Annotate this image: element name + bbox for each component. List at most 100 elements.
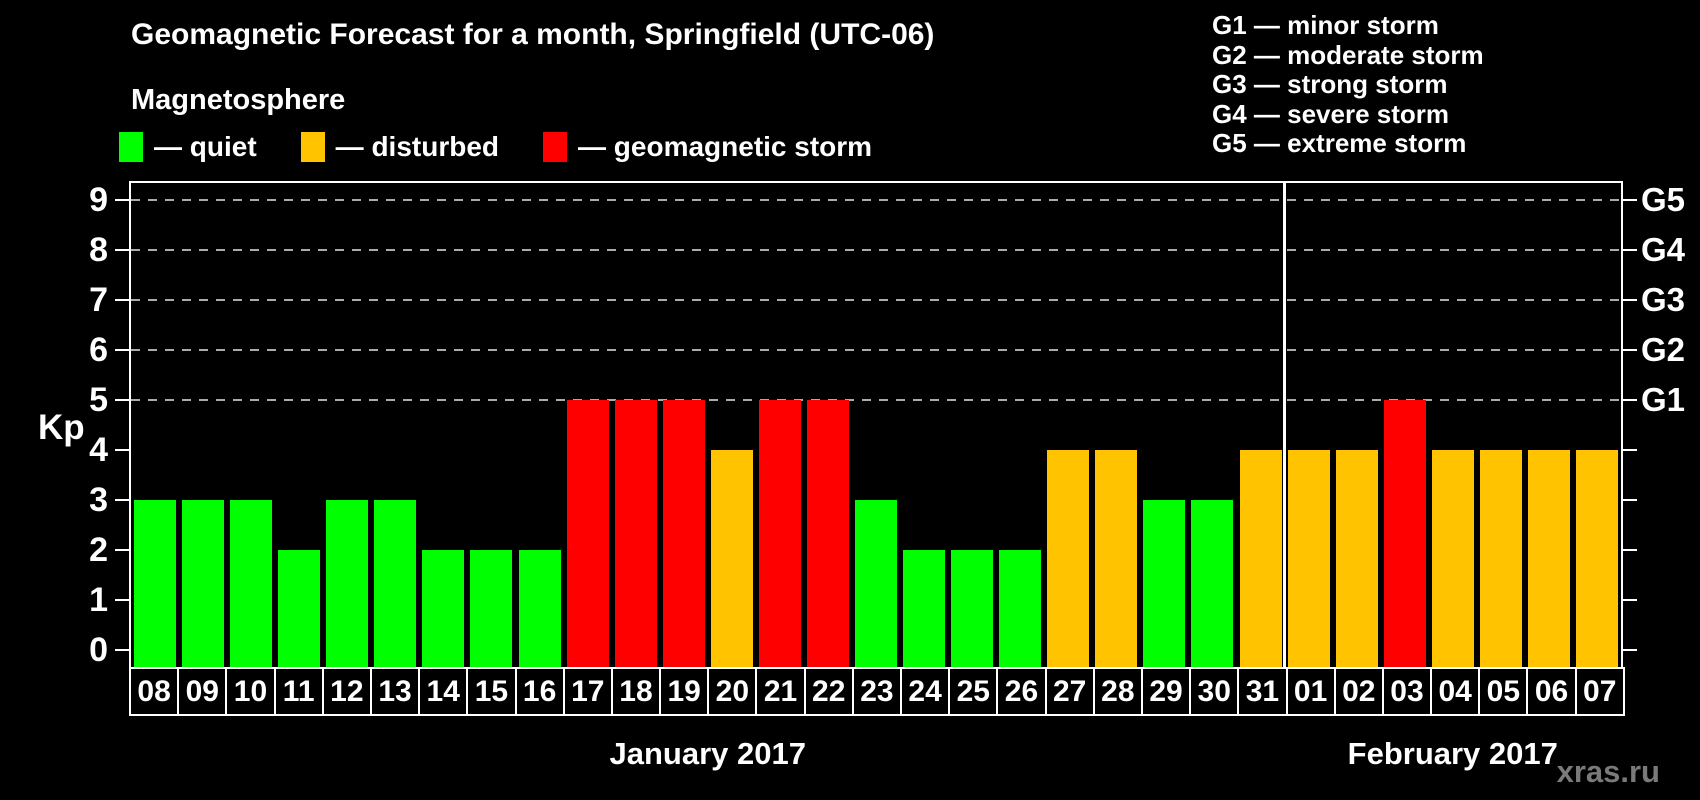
date-label: 30: [1197, 674, 1231, 708]
date-label: 06: [1534, 674, 1569, 708]
date-label: 24: [908, 674, 942, 708]
y-tick-label-6: 6: [89, 331, 108, 369]
date-label: 26: [1004, 674, 1039, 708]
date-label: 23: [860, 674, 894, 708]
left-tick-8: [115, 249, 129, 251]
kp-bar-08: [134, 500, 177, 667]
y-axis-label: Kp: [38, 408, 85, 447]
kp-bar-19: [662, 400, 705, 667]
date-label: 22: [812, 674, 846, 708]
gridline-kp8: [131, 249, 1621, 251]
right-axis-label-G2: G2: [1641, 331, 1686, 368]
date-label: 25: [956, 674, 990, 708]
date-cell-17: 17: [565, 669, 613, 714]
date-label: 05: [1486, 674, 1521, 708]
gridline-kp7: [131, 299, 1621, 301]
y-tick-label-4: 4: [89, 431, 108, 469]
legend-item-storm: — geomagnetic storm: [543, 131, 872, 163]
date-label: 28: [1101, 674, 1135, 708]
right-axis-label-G5: G5: [1641, 181, 1686, 218]
date-cell-07: 07: [1577, 669, 1623, 714]
kp-bar-23: [855, 500, 897, 667]
y-tick-label-3: 3: [89, 481, 108, 519]
date-cell-28: 28: [1095, 669, 1143, 714]
date-cell-22: 22: [806, 669, 854, 714]
date-label: 01: [1293, 674, 1328, 708]
kp-bar-24: [903, 550, 946, 667]
date-cell-30: 30: [1191, 669, 1240, 714]
kp-bar-26: [999, 550, 1042, 667]
right-tick-0: [1623, 649, 1637, 651]
date-label: 11: [282, 674, 315, 708]
date-label: 03: [1390, 674, 1424, 708]
kp-bar-17: [566, 400, 609, 667]
right-tick-9: [1623, 199, 1637, 201]
date-label: 17: [571, 674, 605, 708]
storm-scale-legend: G1 — minor storm G2 — moderate storm G3 — …: [1212, 10, 1484, 159]
kp-bar-29: [1143, 500, 1186, 667]
kp-bar-04: [1431, 450, 1474, 667]
kp-bar-10: [230, 500, 273, 667]
right-tick-8: [1623, 249, 1637, 251]
month-label-january: January 2017: [609, 736, 806, 771]
storm-scale-line-4: G4 — severe storm: [1212, 98, 1450, 129]
date-cell-23: 23: [854, 669, 902, 714]
y-tick-label-7: 7: [89, 281, 108, 319]
left-tick-9: [115, 199, 129, 201]
y-tick-label-9: 9: [89, 181, 108, 219]
date-cell-06: 06: [1528, 669, 1577, 714]
date-label: 14: [426, 674, 460, 708]
date-cell-14: 14: [420, 669, 469, 714]
kp-bar-11: [278, 550, 321, 667]
date-label: 31: [1245, 674, 1280, 708]
legend-label-disturbed: — disturbed: [335, 131, 500, 162]
y-tick-label-2: 2: [89, 531, 108, 569]
date-cell-21: 21: [757, 669, 806, 714]
date-label: 04: [1438, 674, 1472, 708]
month-separator: [1283, 183, 1287, 667]
date-cell-13: 13: [372, 669, 421, 714]
gridline-kp6: [131, 349, 1621, 351]
kp-bar-22: [806, 400, 849, 667]
kp-bar-14: [422, 550, 465, 667]
date-label: 27: [1052, 674, 1087, 708]
date-cell-05: 05: [1480, 669, 1529, 714]
date-label: 21: [763, 674, 798, 708]
right-tick-6: [1623, 349, 1637, 351]
storm-scale-line-3: G3 — strong storm: [1212, 69, 1448, 99]
gridline-kp5: [131, 399, 1621, 401]
disturbed-color-swatch: [300, 132, 325, 162]
y-tick-label-0: 0: [89, 631, 108, 669]
date-axis: 08 09 10 11 12 13 14 15 16 17 18 19 20 21 22 23 24 25 26 27…: [129, 667, 1625, 716]
magnetosphere-legend: — quiet — disturbed — geomagnetic storm: [119, 131, 872, 163]
left-tick-5: [115, 399, 129, 401]
kp-bar-01: [1287, 450, 1330, 667]
storm-scale-line-2: G2 — moderate storm: [1212, 39, 1484, 70]
y-tick-label-5: 5: [89, 381, 108, 419]
kp-bar-02: [1335, 450, 1378, 667]
left-tick-7: [115, 299, 129, 301]
date-label: 10: [233, 674, 268, 708]
date-cell-27: 27: [1047, 669, 1095, 714]
kp-bar-09: [182, 500, 225, 667]
date-label: 16: [522, 674, 557, 708]
left-tick-4: [115, 449, 129, 451]
right-axis-label-G1: G1: [1641, 381, 1686, 418]
date-cell-01: 01: [1288, 669, 1336, 714]
left-tick-3: [115, 499, 129, 501]
legend-item-disturbed: — disturbed: [300, 131, 500, 163]
magnetosphere-legend-title: Magnetosphere: [131, 84, 346, 116]
kp-bar-25: [951, 550, 994, 667]
date-cell-15: 15: [468, 669, 517, 714]
storm-color-swatch: [543, 132, 568, 162]
legend-label-quiet: — quiet: [154, 131, 257, 162]
date-label: 29: [1149, 674, 1183, 708]
date-cell-03: 03: [1384, 669, 1433, 714]
chart-title: Geomagnetic Forecast for a month, Spring…: [131, 18, 935, 51]
right-tick-4: [1623, 449, 1637, 451]
kp-bar-27: [1047, 450, 1090, 667]
kp-bar-16: [518, 550, 561, 667]
storm-scale-line-1: G1 — minor storm: [1212, 10, 1439, 40]
date-cell-29: 29: [1143, 669, 1192, 714]
kp-bar-18: [614, 400, 657, 667]
